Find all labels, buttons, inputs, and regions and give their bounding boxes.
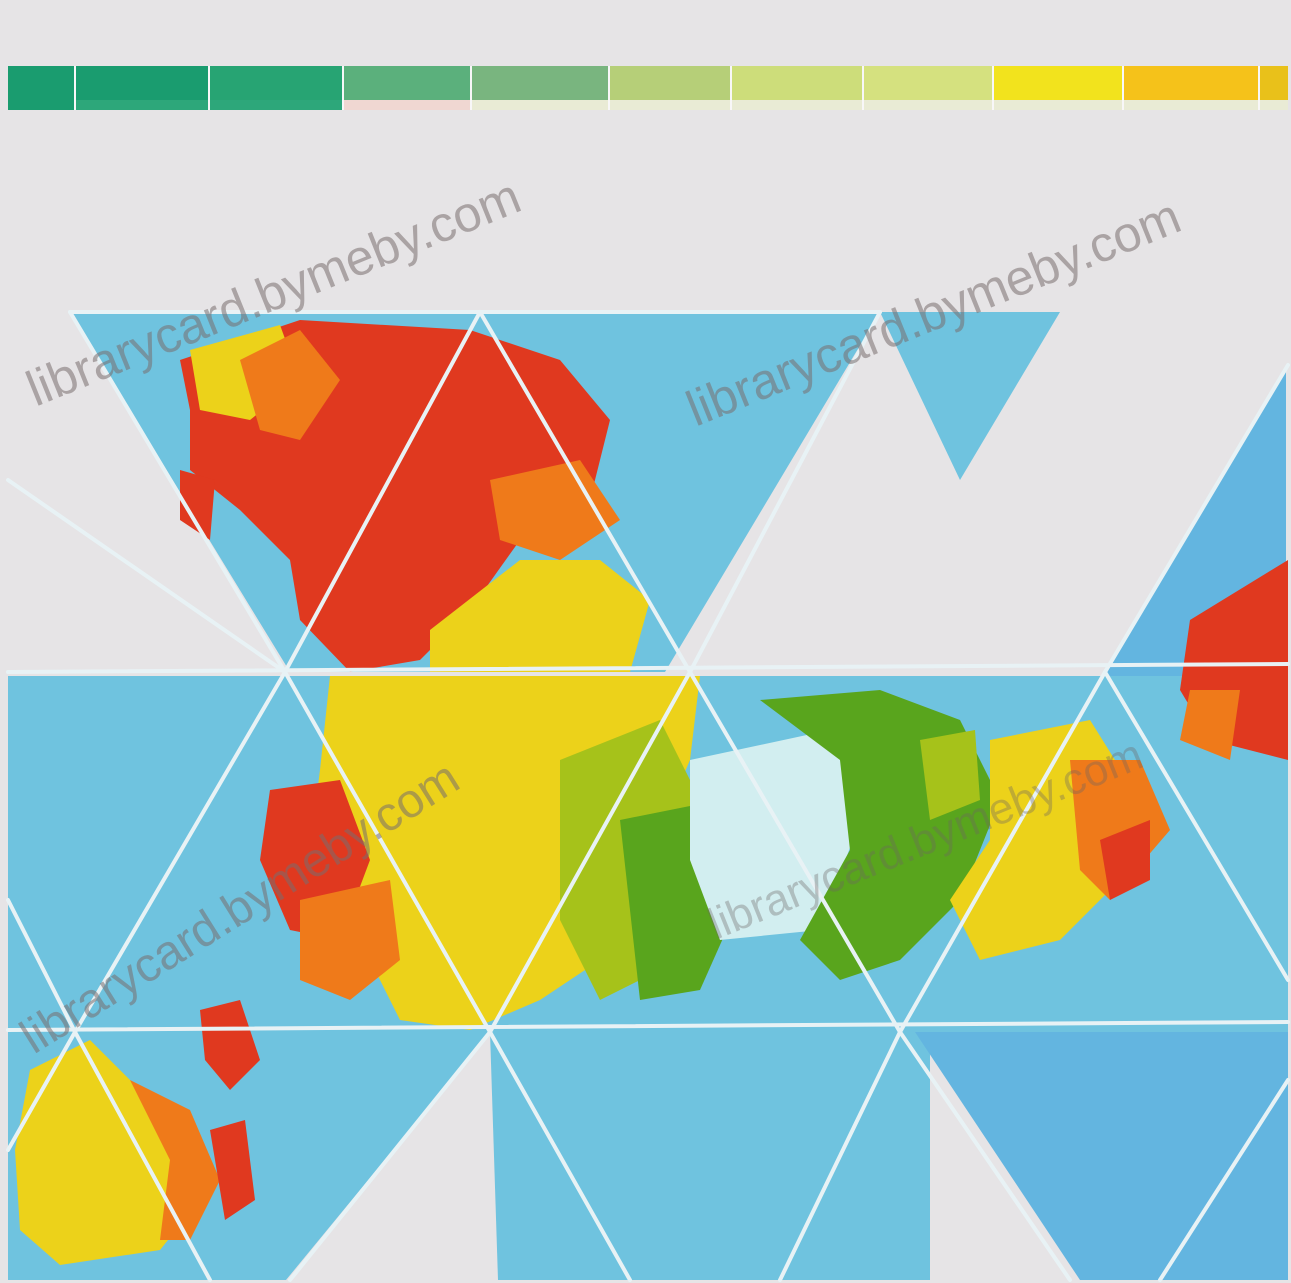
legend-swatch (862, 66, 992, 110)
gridline (6, 662, 1290, 674)
legend-swatch (8, 66, 74, 110)
gridline (6, 898, 77, 1034)
landmass-semiarid (1180, 690, 1240, 760)
legend-swatch (470, 66, 608, 110)
gridline (288, 1030, 492, 1282)
gridline (6, 1020, 1290, 1032)
gridline (1103, 363, 1290, 674)
gridline (488, 1030, 632, 1282)
gridline (898, 670, 1107, 1034)
gridline (68, 310, 287, 674)
legend-swatch (1258, 66, 1288, 110)
gridline (478, 310, 692, 674)
gridline (488, 670, 692, 1034)
gridline (6, 1030, 77, 1152)
landmass-dry (15, 1040, 200, 1265)
color-legend-bar (8, 66, 1288, 110)
landmass-semiarid (240, 330, 340, 440)
ocean-panel (915, 1032, 1288, 1280)
landmass-desert (1100, 820, 1150, 900)
legend-swatch (730, 66, 862, 110)
landmass-desert (210, 1120, 255, 1220)
gridline (73, 1030, 212, 1282)
gridline (688, 310, 882, 674)
gridline (778, 1030, 902, 1282)
legend-swatch (208, 66, 342, 110)
landmass-savanna (920, 730, 980, 820)
gridline (283, 670, 492, 1034)
land-layer (15, 320, 1288, 1265)
gridline (6, 478, 287, 674)
gridline (283, 310, 482, 674)
landmass-semiarid (130, 1080, 220, 1240)
ocean-panel (8, 920, 70, 1032)
ocean-panel (880, 312, 1060, 480)
triangle-gridlines (6, 310, 1290, 1282)
legend-swatch (992, 66, 1122, 110)
gridline (688, 670, 902, 1034)
gridline (73, 670, 287, 1034)
legend-swatch (74, 66, 208, 110)
legend-swatch (342, 66, 470, 110)
landmass-desert (200, 1000, 260, 1090)
gridline (1103, 670, 1290, 982)
landmass-semiarid (490, 460, 620, 560)
landmass-desert (180, 470, 215, 540)
landmass-semiarid (1070, 760, 1170, 900)
ocean-panel (490, 1032, 930, 1280)
gridline (1158, 1078, 1290, 1282)
landmass-semiarid (300, 880, 400, 1000)
legend-swatch (608, 66, 730, 110)
gridline (898, 1030, 1072, 1282)
legend-swatch (1122, 66, 1258, 110)
landmass-dry (430, 560, 650, 672)
